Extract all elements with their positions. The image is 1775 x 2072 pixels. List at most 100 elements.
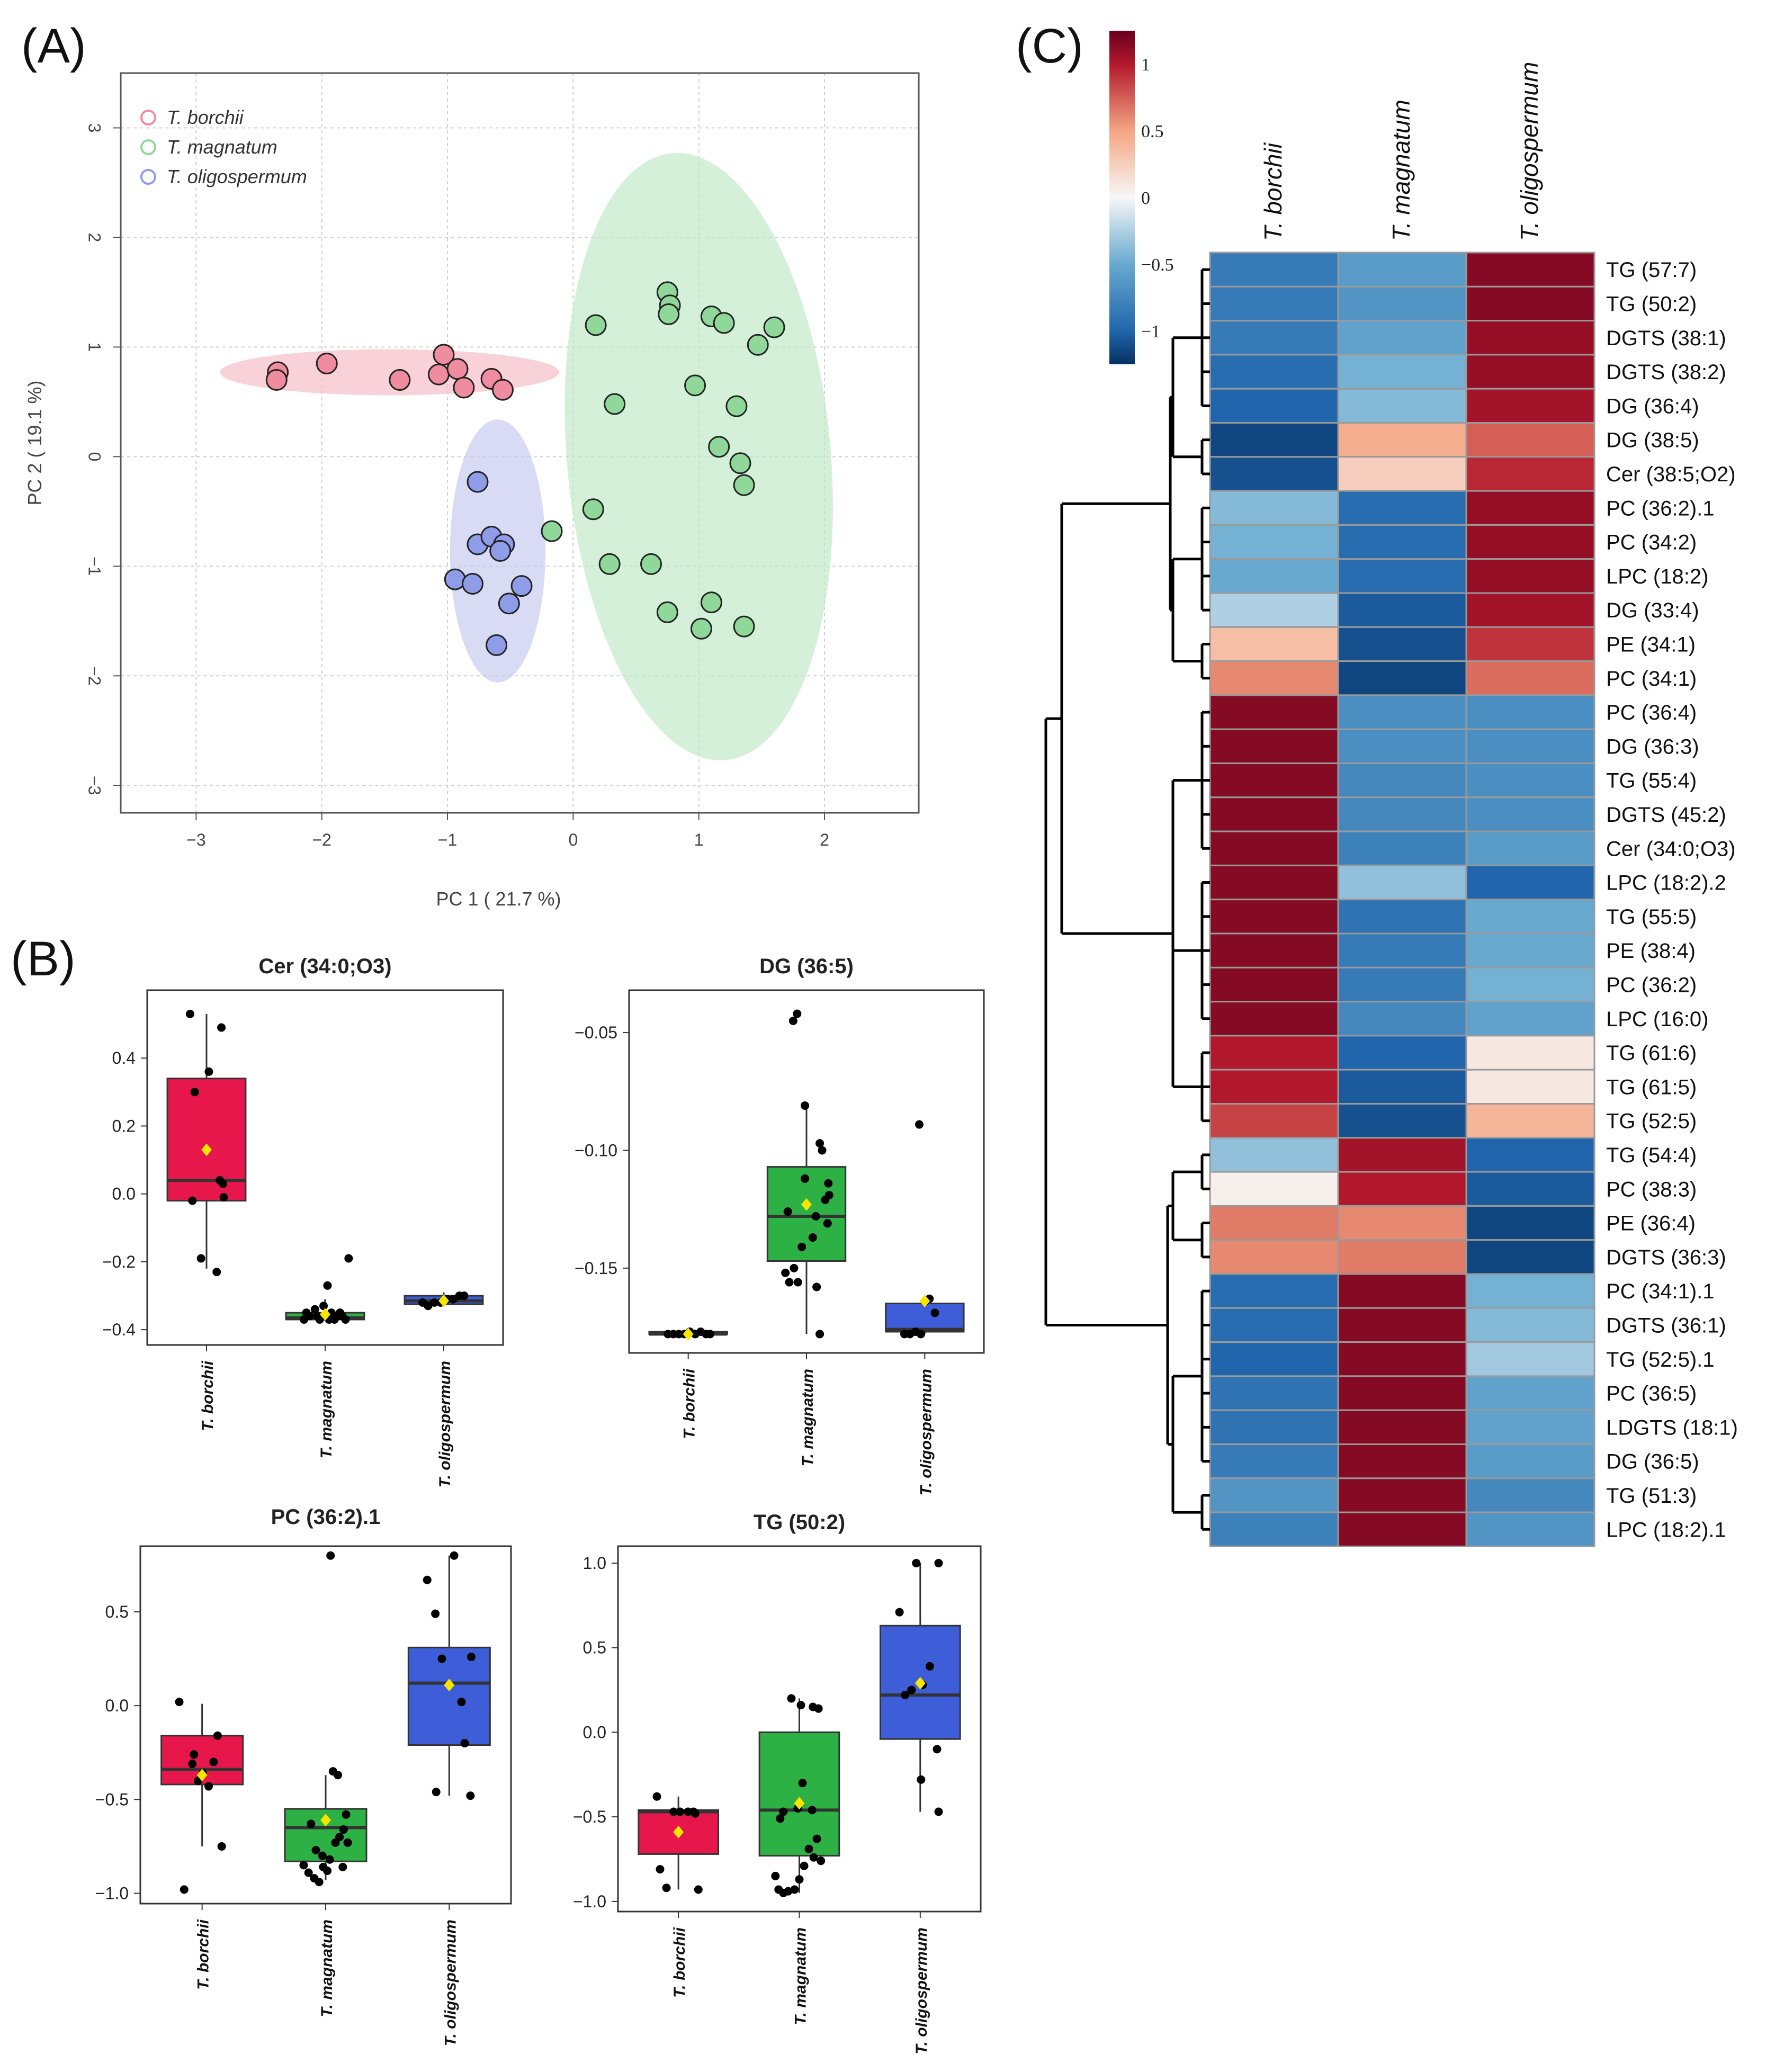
box-pc-36-2-1-mean-magnatum [320, 1814, 331, 1827]
box-cer-34-0-o3-point-magnatum [341, 1315, 350, 1324]
box-cer-34-0-o3-point-magnatum [336, 1308, 345, 1317]
pca-point-magnatum [640, 553, 662, 575]
box-tg-50-2-point-magnatum [804, 1844, 813, 1853]
heatmap-cell [1465, 1035, 1595, 1071]
heatmap-cell [1209, 558, 1339, 594]
box-tg-50-2-mean-oligospermum [915, 1676, 926, 1690]
pca-point-magnatum [690, 617, 712, 640]
heatmap-cell [1209, 830, 1339, 866]
heatmap-cell [1465, 932, 1595, 968]
heatmap-cell [1337, 932, 1467, 968]
box-tg-50-2-point-magnatum [787, 1694, 796, 1703]
box-cer-34-0-o3-mean-magnatum [320, 1308, 330, 1321]
box-dg-36-5-point-magnatum [781, 1268, 790, 1277]
heatmap-cell [1465, 1409, 1595, 1445]
pca-ellipse-borchii [220, 349, 560, 396]
box-dg-36-5-title: DG (36:5) [759, 955, 854, 978]
heatmap-row-label: LPC (18:2).2 [1606, 872, 1726, 895]
heatmap-cell [1209, 456, 1339, 492]
heatmap-cell [1209, 252, 1339, 288]
box-pc-36-2-1-title: PC (36:2).1 [271, 1505, 381, 1529]
heatmap-cell [1337, 899, 1467, 935]
box-tg-50-2-xtick-label: T. oligospermum [913, 1927, 930, 2054]
box-tg-50-2-point-magnatum [779, 1807, 788, 1816]
box-cer-34-0-o3-point-magnatum [344, 1254, 353, 1263]
box-dg-36-5-xtick-label: T. borchii [681, 1368, 698, 1439]
pca-legend-marker-magnatum [140, 139, 156, 155]
box-pc-36-2-1-point-borchii [209, 1757, 218, 1766]
pca-x-axis-title: PC 1 ( 21.7 %) [436, 888, 561, 910]
box-pc-36-2-1-xtick-label: T. magnatum [318, 1919, 336, 2017]
box-cer-34-0-o3-ytick-label: 0.0 [112, 1185, 136, 1204]
box-dg-36-5-point-magnatum [788, 1016, 797, 1025]
pca-point-borchii [265, 369, 288, 391]
box-pc-36-2-1-point-borchii [217, 1842, 226, 1851]
box-dg-36-5-point-magnatum [808, 1233, 817, 1242]
heatmap-cell [1337, 728, 1467, 764]
heatmap-cell [1337, 830, 1467, 866]
heatmap-cell [1337, 1341, 1467, 1377]
box-cer-34-0-o3-title: Cer (34:0;O3) [258, 955, 391, 978]
box-tg-50-2-ytick-label: −1.0 [573, 1892, 606, 1911]
box-cer-34-0-o3-point-borchii [204, 1067, 213, 1076]
box-pc-36-2-1-xtick-label: T. borchii [195, 1919, 212, 1989]
pca-xtick-label: 2 [820, 830, 829, 849]
heatmap-cell [1209, 694, 1339, 730]
box-pc-36-2-1-point-magnatum [338, 1862, 347, 1871]
boxplot-tg-50-2: TG (50:2) 1.0 0.5 0.0 −0.5 −1.0 T. borchii T. m… [573, 1511, 982, 2054]
box-dg-36-5-ytick-label: −0.15 [575, 1259, 617, 1278]
heatmap-row-label: DGTS (36:3) [1606, 1246, 1726, 1269]
box-dg-36-5-point-magnatum [801, 1174, 810, 1183]
box-dg-36-5-xtick-label: T. magnatum [799, 1369, 817, 1466]
box-cer-34-0-o3-point-magnatum [302, 1308, 311, 1317]
pca-ytick-label: −1 [85, 557, 104, 576]
heatmap-colorbar-label: −0.5 [1141, 255, 1174, 275]
heatmap-cell [1465, 660, 1595, 696]
box-dg-36-5-point-magnatum [783, 1207, 792, 1216]
box-cer-34-0-o3-ytick-label: −0.2 [102, 1252, 136, 1271]
box-cer-34-0-o3-point-borchii [188, 1196, 197, 1205]
box-dg-36-5-mean-magnatum [801, 1198, 812, 1211]
pca-ytick-label: −3 [85, 776, 104, 795]
box-pc-36-2-1-point-magnatum [323, 1866, 332, 1875]
heatmap-cell [1337, 285, 1467, 322]
box-dg-36-5-point-magnatum [824, 1190, 833, 1199]
heatmap-colorbar-label: 0 [1141, 189, 1150, 208]
pca-point-magnatum [598, 553, 621, 575]
heatmap-cell [1337, 1035, 1467, 1071]
box-dg-36-5-mean-borchii [683, 1327, 694, 1341]
heatmap-row-label: PC (36:5) [1606, 1382, 1697, 1405]
heatmap-row-label: DGTS (38:1) [1606, 327, 1726, 350]
box-pc-36-2-1-point-magnatum [325, 1855, 334, 1864]
heatmap-cell [1209, 320, 1339, 356]
pca-point-magnatum [604, 393, 626, 415]
heatmap-cell [1337, 388, 1467, 424]
heatmap-row-label: TG (52:5).1 [1606, 1348, 1715, 1371]
box-cer-34-0-o3-point-borchii [185, 1009, 194, 1018]
heatmap-cell [1209, 728, 1339, 764]
heatmap-cell [1337, 320, 1467, 356]
box-pc-36-2-1-point-magnatum [342, 1810, 351, 1819]
box-pc-36-2-1-ytick-label: −1.0 [95, 1884, 129, 1903]
pca-point-borchii [433, 344, 455, 366]
heatmap-row-label: PC (34:1) [1606, 667, 1697, 690]
heatmap-cell [1337, 1477, 1467, 1513]
heatmap-cell [1209, 1069, 1339, 1105]
heatmap-cell [1337, 796, 1467, 832]
box-dg-36-5-point-magnatum [818, 1146, 827, 1155]
box-pc-36-2-1-point-borchii [188, 1760, 197, 1769]
heatmap-cell [1209, 1409, 1339, 1445]
box-pc-36-2-1-point-magnatum [304, 1868, 313, 1877]
box-dg-36-5-point-magnatum [815, 1139, 824, 1148]
heatmap-row-label: PE (34:1) [1606, 633, 1696, 656]
box-cer-34-0-o3-ytick-label: −0.4 [102, 1320, 136, 1339]
heatmap-cell [1209, 1001, 1339, 1037]
heatmap-row-label: PE (36:4) [1606, 1212, 1696, 1235]
heatmap-column-label: T. oligospermum [1516, 62, 1543, 241]
heatmap-cell [1465, 1171, 1595, 1207]
pca-ytick-label: 1 [85, 343, 104, 352]
box-dg-36-5-point-magnatum [823, 1219, 832, 1228]
heatmap-cell [1465, 1239, 1595, 1275]
pca-ytick-label: −2 [85, 666, 104, 685]
